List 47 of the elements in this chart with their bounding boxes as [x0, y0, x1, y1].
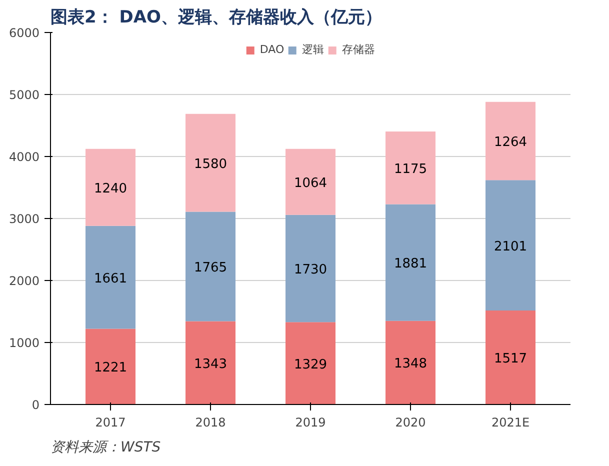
chart-title: 图表2： DAO、逻辑、存储器收入（亿元） — [50, 8, 382, 28]
legend-label: 存储器 — [342, 42, 376, 57]
data-label: 1329 — [294, 357, 328, 372]
data-label: 1264 — [494, 135, 528, 150]
y-tick-label: 0 — [32, 398, 40, 412]
legend-label: 逻辑 — [302, 42, 324, 57]
data-label: 1343 — [194, 356, 228, 372]
data-label: 1348 — [394, 356, 428, 372]
x-tick-label: 2018 — [195, 416, 226, 430]
bar — [486, 102, 536, 180]
y-tick-label: 4000 — [8, 150, 40, 164]
bar — [186, 212, 236, 322]
y-tick-label: 3000 — [8, 212, 40, 226]
data-label: 1221 — [94, 360, 128, 376]
data-label: 1175 — [394, 162, 428, 177]
x-tick-label: 2019 — [295, 416, 326, 430]
bar — [386, 131, 436, 204]
bar — [286, 322, 336, 404]
bar — [86, 148, 136, 226]
bar — [486, 310, 536, 404]
bar — [486, 180, 536, 310]
data-label: 1580 — [194, 156, 228, 172]
data-label: 1765 — [194, 260, 228, 276]
data-label: 1064 — [294, 176, 328, 191]
x-tick-label: 2017 — [95, 416, 126, 430]
bar — [86, 226, 136, 329]
data-label: 1881 — [394, 256, 428, 272]
x-tick-label: 2020 — [395, 416, 426, 430]
data-label: 1240 — [94, 181, 128, 196]
x-tick-label: 2021E — [491, 416, 530, 430]
data-label: 2101 — [494, 239, 528, 254]
bar — [286, 148, 336, 215]
y-tick-label: 6000 — [8, 26, 40, 40]
bar — [286, 214, 336, 322]
bar — [386, 204, 436, 321]
legend-label: DAO — [260, 43, 284, 56]
y-tick-label: 1000 — [8, 336, 40, 350]
data-label: 1661 — [94, 271, 128, 286]
y-tick-label: 2000 — [8, 274, 40, 288]
data-label: 1517 — [494, 351, 528, 366]
y-tick-label: 5000 — [8, 88, 40, 102]
bar — [186, 321, 236, 404]
text: 资料来源：WSTS — [50, 440, 161, 456]
data-label: 1730 — [294, 262, 328, 278]
bar — [86, 328, 136, 404]
bar — [386, 320, 436, 404]
bar — [186, 114, 236, 212]
